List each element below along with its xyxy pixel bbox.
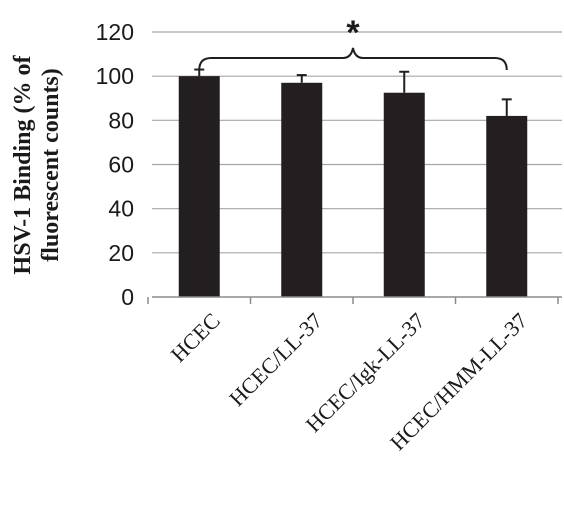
y-axis-ticks: 0 20 40 60 80 100 120 (96, 19, 134, 310)
y-tick-label: 120 (96, 19, 134, 45)
y-tick-label: 80 (108, 107, 134, 133)
y-axis-label-line: HSV-1 Binding (% of (10, 55, 36, 275)
y-tick-label: 20 (108, 240, 134, 266)
bar (178, 76, 220, 298)
y-tick-label: 40 (108, 196, 134, 222)
bars (178, 76, 528, 298)
significance-star: * (346, 14, 360, 52)
error-bars (194, 68, 512, 116)
significance-bracket: * (198, 14, 508, 71)
x-tick-label: HCEC/LL-37 (224, 308, 327, 411)
x-axis (147, 296, 562, 304)
x-tick-label: HCEC (166, 308, 225, 367)
bar (281, 82, 323, 298)
y-axis-label-line: fluorescent counts) (38, 68, 64, 262)
bar (486, 115, 528, 298)
y-tick-label: 0 (121, 284, 134, 310)
y-tick-label: 100 (96, 63, 134, 89)
significance-bracket-line (198, 47, 508, 71)
bar (383, 92, 425, 298)
x-axis-labels: HCEC HCEC/LL-37HCEC/Igk-LL-37HCEC/HMM-LL-… (166, 308, 533, 455)
y-tick-label: 60 (108, 152, 134, 178)
y-axis-label: HSV-1 Binding (% of fluorescent counts) (10, 55, 64, 275)
